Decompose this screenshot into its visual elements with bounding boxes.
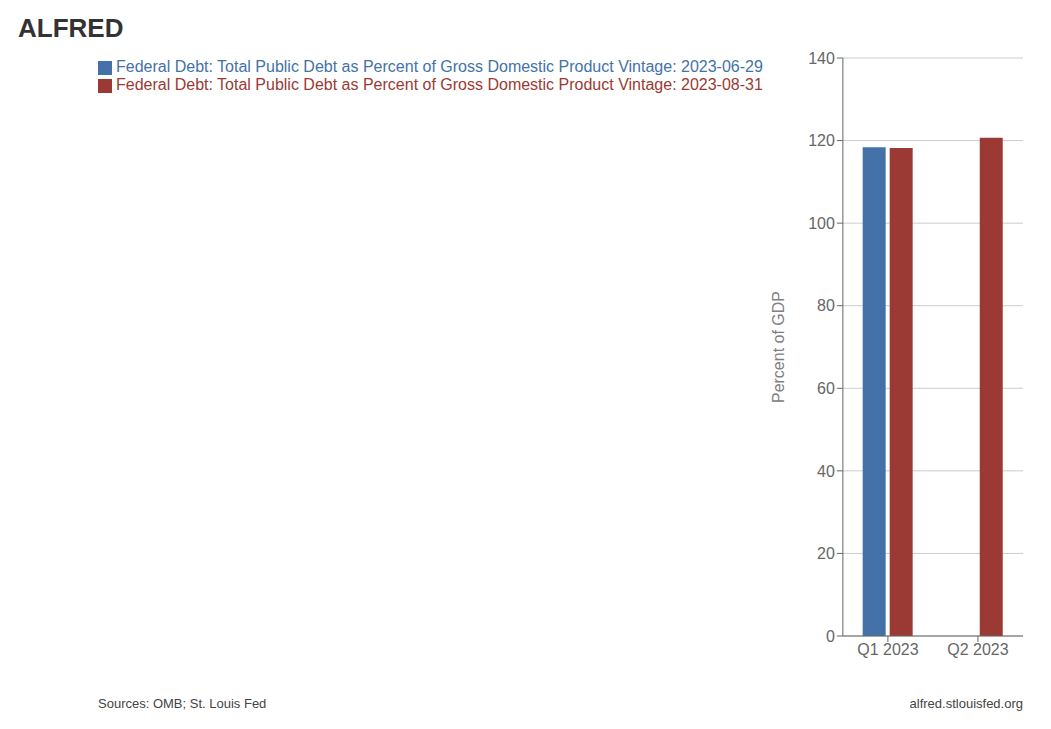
html-text:Federal Debt: Total Public Deb: Federal Debt: Total Public Debt as Perce… — [116, 58, 763, 75]
svg-text:40: 40 — [817, 463, 835, 480]
html-text:ALFRED: ALFRED — [18, 13, 124, 43]
svg-text:140: 140 — [808, 50, 835, 67]
svg-text:80: 80 — [817, 297, 835, 314]
svg-text:60: 60 — [817, 380, 835, 397]
html-text:Sources: OMB; St. Louis Fed: Sources: OMB; St. Louis Fed — [98, 696, 267, 711]
html-text:Federal Debt: Total Public Deb: Federal Debt: Total Public Debt as Perce… — [116, 76, 763, 93]
svg-text:120: 120 — [808, 132, 835, 149]
html-text:alfred.stlouisfed.org: alfred.stlouisfed.org — [909, 696, 1023, 711]
svg-text:100: 100 — [808, 215, 835, 232]
svg-text:0: 0 — [826, 628, 835, 645]
svg-text:Q1 2023: Q1 2023 — [857, 641, 918, 658]
svg-text:Q2 2023: Q2 2023 — [947, 641, 1008, 658]
svg-text:20: 20 — [817, 545, 835, 562]
svg-text:Percent of GDP: Percent of GDP — [770, 291, 787, 403]
